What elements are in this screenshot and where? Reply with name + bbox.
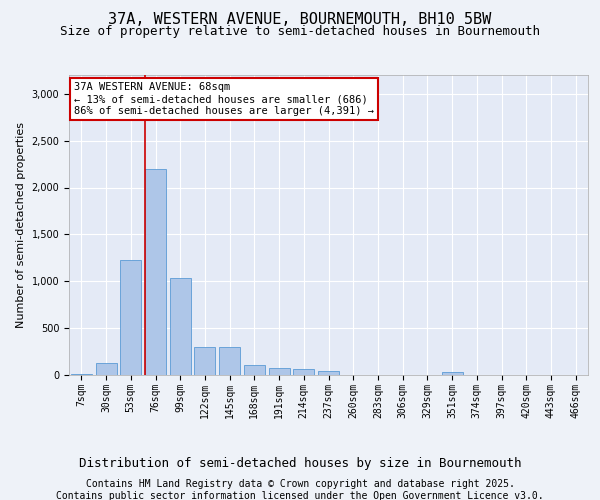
Bar [194, 347, 215, 375]
Bar [219, 347, 240, 375]
Text: Size of property relative to semi-detached houses in Bournemouth: Size of property relative to semi-detach… [60, 25, 540, 38]
Text: Contains public sector information licensed under the Open Government Licence v3: Contains public sector information licen… [56, 491, 544, 500]
Text: Contains HM Land Registry data © Crown copyright and database right 2025.: Contains HM Land Registry data © Crown c… [86, 479, 514, 489]
Bar [170, 278, 191, 375]
Text: 37A, WESTERN AVENUE, BOURNEMOUTH, BH10 5BW: 37A, WESTERN AVENUE, BOURNEMOUTH, BH10 5… [109, 12, 491, 28]
Bar [120, 260, 141, 375]
Bar [442, 372, 463, 375]
Bar [244, 364, 265, 375]
Bar [95, 363, 116, 375]
Bar [318, 371, 339, 375]
Bar [293, 369, 314, 375]
Bar [145, 169, 166, 375]
Text: Distribution of semi-detached houses by size in Bournemouth: Distribution of semi-detached houses by … [79, 458, 521, 470]
Y-axis label: Number of semi-detached properties: Number of semi-detached properties [16, 122, 26, 328]
Text: 37A WESTERN AVENUE: 68sqm
← 13% of semi-detached houses are smaller (686)
86% of: 37A WESTERN AVENUE: 68sqm ← 13% of semi-… [74, 82, 374, 116]
Bar [269, 368, 290, 375]
Bar [71, 374, 92, 375]
